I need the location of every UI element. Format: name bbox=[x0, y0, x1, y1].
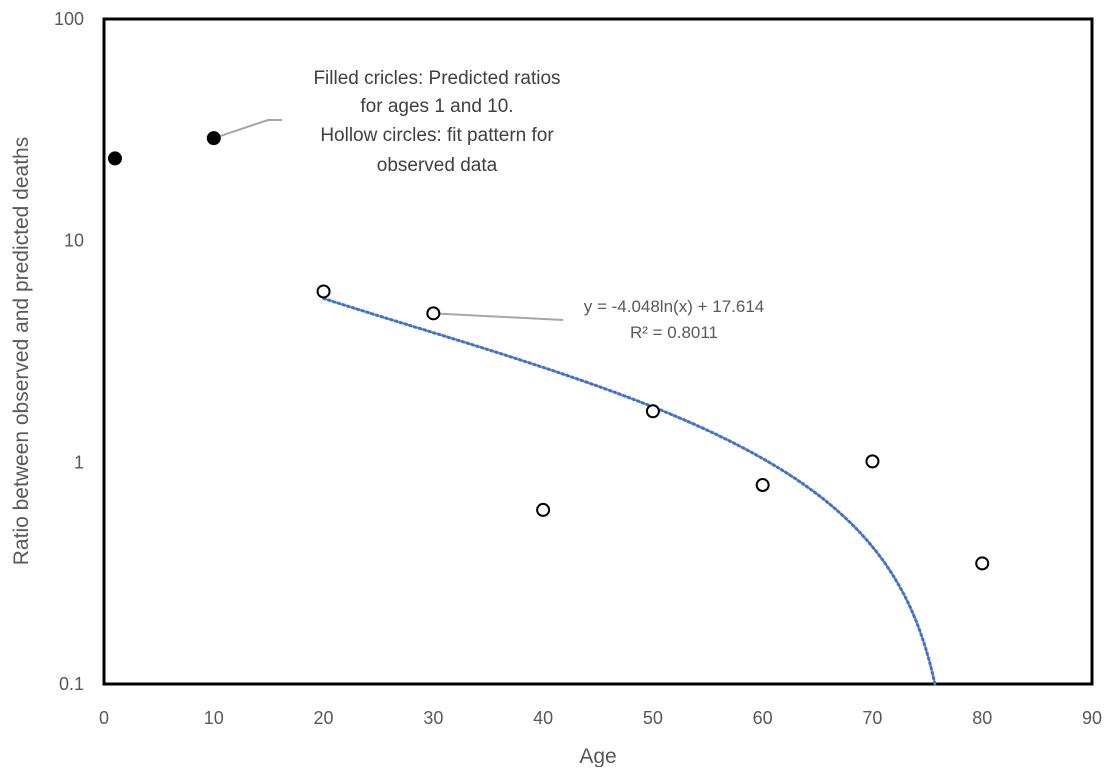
filled-point bbox=[109, 152, 121, 164]
hollow-point bbox=[318, 285, 330, 297]
annotation-line-4: observed data bbox=[377, 155, 498, 176]
trendline-r-squared: R² = 0.8011 bbox=[630, 323, 718, 342]
y-tick-label: 0.1 bbox=[59, 674, 84, 694]
y-tick-label: 10 bbox=[64, 231, 84, 251]
x-tick-label: 60 bbox=[753, 708, 773, 728]
hollow-point bbox=[757, 479, 769, 491]
annotation-line-2: for ages 1 and 10. bbox=[360, 96, 513, 117]
filled-point bbox=[208, 132, 220, 144]
x-axis-label: Age bbox=[579, 745, 616, 767]
trendline-label: y = -4.048ln(x) + 17.614 R² = 0.8011 bbox=[584, 297, 765, 342]
hollow-point bbox=[976, 557, 988, 569]
data-points bbox=[109, 132, 988, 569]
x-tick-label: 40 bbox=[533, 708, 553, 728]
hollow-point bbox=[537, 504, 549, 516]
x-tick-label: 0 bbox=[99, 708, 109, 728]
x-axis-ticks: 0 10 20 30 40 50 60 70 80 90 bbox=[99, 708, 1102, 728]
y-axis-ticks: 0.1 1 10 100 bbox=[54, 9, 84, 694]
annotation-line-3: Hollow circles: fit pattern for bbox=[320, 125, 554, 146]
hollow-point bbox=[866, 455, 878, 467]
hollow-point bbox=[427, 307, 439, 319]
y-tick-label: 1 bbox=[74, 452, 84, 472]
y-axis-label: Ratio between observed and predicted dea… bbox=[10, 137, 33, 565]
annotation-leader-line bbox=[214, 120, 282, 138]
annotation-leaders bbox=[214, 120, 563, 320]
x-tick-label: 70 bbox=[862, 708, 882, 728]
y-tick-label: 100 bbox=[54, 9, 84, 29]
trendline-label-leader-line bbox=[433, 313, 563, 320]
trendline-layer bbox=[324, 298, 935, 684]
x-tick-label: 90 bbox=[1082, 708, 1102, 728]
x-tick-label: 20 bbox=[314, 708, 334, 728]
x-tick-label: 80 bbox=[972, 708, 992, 728]
annotation-box: Filled cricles: Predicted ratios for age… bbox=[313, 68, 560, 176]
trendline-path bbox=[324, 298, 935, 684]
hollow-point bbox=[647, 405, 659, 417]
trendline-equation: y = -4.048ln(x) + 17.614 bbox=[584, 297, 765, 316]
plot-area-frame bbox=[104, 19, 1092, 684]
annotation-line-1: Filled cricles: Predicted ratios bbox=[313, 68, 560, 89]
x-tick-label: 30 bbox=[423, 708, 443, 728]
x-tick-label: 10 bbox=[204, 708, 224, 728]
x-tick-label: 50 bbox=[643, 708, 663, 728]
